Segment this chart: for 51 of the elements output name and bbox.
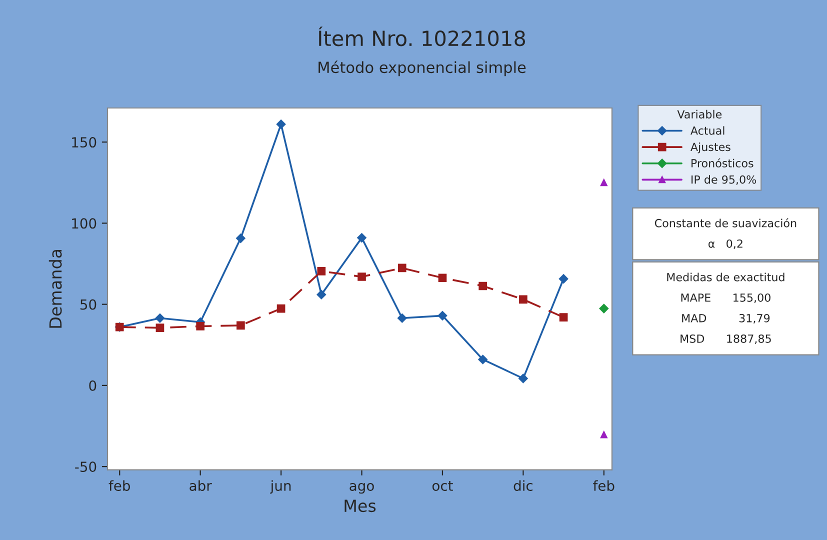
x-axis-title: Mes xyxy=(344,500,376,512)
text: MAD 31,79 xyxy=(682,314,770,324)
legend-label: Ajustes xyxy=(690,142,730,154)
point xyxy=(276,120,286,129)
x-tick-label: oct xyxy=(432,481,453,491)
point xyxy=(519,295,528,304)
text: Medidas de exactitud xyxy=(667,272,784,282)
point xyxy=(236,234,246,243)
point xyxy=(518,374,528,384)
x-tick-label: dic xyxy=(514,480,532,491)
x-tick-label: feb xyxy=(108,480,130,491)
y-tick-label: 100 xyxy=(72,218,96,229)
legend-label: Pronósticos xyxy=(692,158,754,168)
legend-label: IP de 95,0% xyxy=(692,175,756,185)
text: MAPE 155,00 xyxy=(681,293,770,303)
point xyxy=(155,313,165,323)
x-tick-label: feb xyxy=(593,480,614,491)
point xyxy=(559,313,568,322)
chart-subtitle: Método exponencial simple xyxy=(318,60,526,76)
y-tick-label: 0 xyxy=(89,380,96,391)
point xyxy=(397,313,407,323)
point xyxy=(357,233,366,242)
point xyxy=(438,274,447,282)
legend-label: Actual xyxy=(690,126,724,135)
y-tick-label: 150 xyxy=(72,137,96,148)
point xyxy=(196,322,204,330)
point xyxy=(478,282,488,290)
point xyxy=(478,354,488,364)
y-axis-title: Demanda xyxy=(48,250,62,328)
point xyxy=(156,324,164,332)
point xyxy=(317,267,326,276)
point xyxy=(438,311,448,320)
point xyxy=(558,274,568,284)
point xyxy=(398,264,406,272)
x-tick-label: abr xyxy=(190,480,212,491)
text: Constante de suavización xyxy=(654,218,796,228)
point xyxy=(358,272,366,281)
x-tick-label: jun xyxy=(270,480,291,494)
y-tick-label: -50 xyxy=(75,462,96,472)
point xyxy=(236,321,245,330)
point xyxy=(276,304,286,313)
point xyxy=(599,304,609,314)
point xyxy=(316,290,326,300)
text: α 0,2 xyxy=(708,239,742,249)
point xyxy=(600,179,608,186)
text: MSD 1887,85 xyxy=(680,334,771,344)
chart-title: Ítem Nro. 10221018 xyxy=(318,26,526,46)
y-tick-label: 50 xyxy=(80,299,96,310)
x-tick-label: ago xyxy=(350,482,374,494)
legend-title: Variable xyxy=(677,110,722,118)
point xyxy=(600,431,608,438)
